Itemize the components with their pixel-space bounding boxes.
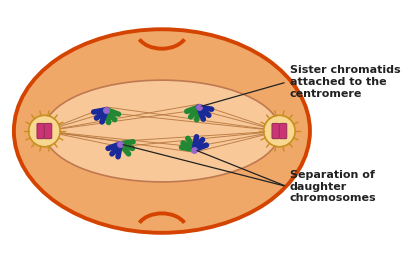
Ellipse shape [14, 29, 310, 233]
Circle shape [264, 115, 295, 147]
Text: Sister chromatids
attached to the
centromere: Sister chromatids attached to the centro… [290, 65, 400, 99]
Ellipse shape [44, 80, 280, 182]
FancyBboxPatch shape [272, 123, 279, 139]
FancyBboxPatch shape [37, 123, 44, 139]
Text: Separation of
daughter
chromosomes: Separation of daughter chromosomes [290, 170, 376, 203]
Circle shape [29, 115, 60, 147]
FancyBboxPatch shape [44, 123, 52, 139]
FancyBboxPatch shape [279, 123, 287, 139]
